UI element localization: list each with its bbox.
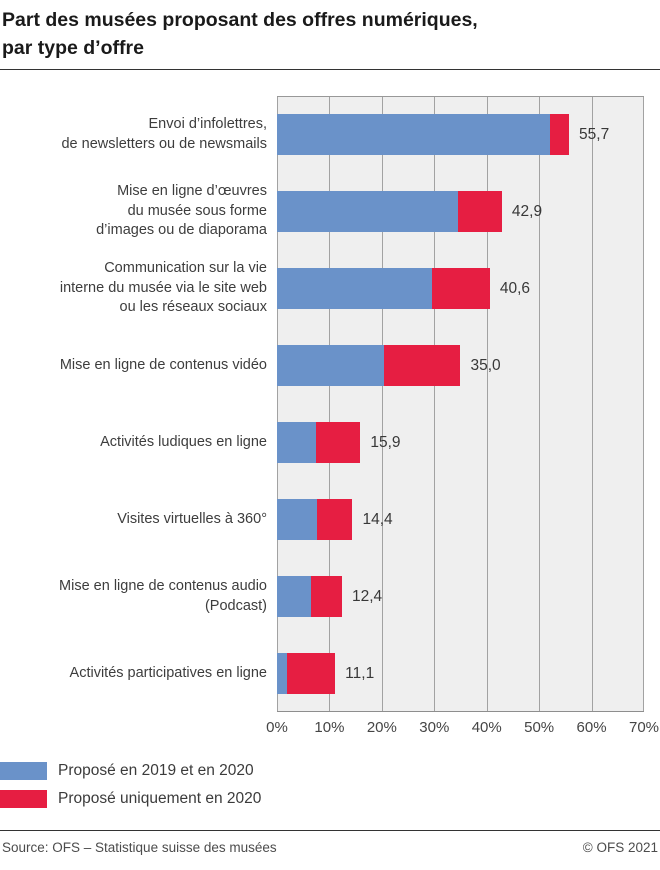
bar-segment-2020-only	[457, 191, 502, 232]
bar-total-label: 14,4	[362, 510, 393, 528]
bar-segment-2019-2020	[277, 422, 317, 463]
legend: Proposé en 2019 et en 2020 Proposé unique…	[0, 762, 660, 808]
bar-segment-2019-2020	[277, 576, 312, 617]
chart-row: Mise en ligne de contenus vidéo 35,0	[0, 327, 644, 404]
x-axis: 0% 10% 20% 30% 40% 50% 60% 70%	[0, 712, 659, 744]
legend-item: Proposé uniquement en 2020	[0, 790, 660, 808]
x-tick-label: 50%	[524, 719, 555, 736]
bar-total-label: 12,4	[352, 587, 383, 605]
category-label: Visites virtuelles à 360°	[0, 481, 277, 558]
category-label: Activités participatives en ligne	[0, 635, 277, 712]
plot-area: Envoi d’infolettres, de newsletters ou de…	[0, 96, 644, 712]
bar-segment-2019-2020	[277, 345, 384, 386]
category-label-text: Activités participatives en ligne	[69, 664, 267, 681]
x-tick-label: 10%	[314, 719, 345, 736]
legend-swatch	[0, 790, 47, 808]
gridline	[277, 97, 278, 711]
bar-track: 12,4	[277, 558, 644, 635]
page-title-line2: par type d’offre	[2, 37, 144, 59]
source-text: Source: OFS – Statistique suisse des mus…	[2, 840, 277, 855]
bar-total-label: 35,0	[470, 356, 501, 374]
legend-swatch	[0, 762, 47, 780]
gridline	[329, 97, 331, 711]
chart-row: Communication sur la vie interne du musée…	[0, 250, 644, 327]
bar-segment-2020-only	[316, 499, 353, 540]
category-label-text: Communication sur la vie interne du musée…	[59, 260, 267, 316]
x-axis-ticks: 0% 10% 20% 30% 40% 50% 60% 70%	[266, 712, 659, 744]
category-label-text: Mise en ligne d’œuvres du musée sous form…	[96, 183, 267, 239]
category-label: Envoi d’infolettres, de newsletters ou de…	[0, 96, 277, 173]
chart-row: Mise en ligne d’œuvres du musée sous form…	[0, 173, 644, 250]
chart-row: Visites virtuelles à 360° 14,4	[0, 481, 644, 558]
category-label: Activités ludiques en ligne	[0, 404, 277, 481]
copyright-text: © OFS 2021	[582, 840, 658, 855]
bar-segment-2019-2020	[277, 268, 433, 309]
bar-segment-2020-only	[286, 653, 336, 694]
category-label-text: Mise en ligne de contenus audio (Podcast)	[59, 578, 267, 614]
bar-track: 42,9	[277, 173, 644, 250]
x-tick-label: 60%	[576, 719, 607, 736]
bar-segment-2020-only	[316, 422, 361, 463]
bar-segment-2019-2020	[277, 499, 317, 540]
bar-track: 15,9	[277, 404, 644, 481]
bar-segment-2020-only	[549, 114, 570, 155]
x-tick-label: 70%	[628, 719, 660, 736]
category-label: Communication sur la vie interne du musée…	[0, 250, 277, 327]
gridline	[591, 97, 593, 711]
gridline	[434, 97, 436, 711]
bar-track: 55,7	[277, 96, 644, 173]
gridline	[381, 97, 383, 711]
legend-label: Proposé uniquement en 2020	[58, 790, 262, 807]
bar-total-label: 11,1	[345, 664, 375, 682]
category-label: Mise en ligne de contenus audio (Podcast)	[0, 558, 277, 635]
page-title: Part des musées proposant des offres num…	[0, 0, 660, 62]
legend-label: Proposé en 2019 et en 2020	[58, 762, 254, 779]
bar-total-label: 40,6	[499, 279, 531, 297]
bar-total-label: 55,7	[579, 125, 610, 143]
category-label-text: Envoi d’infolettres, de newsletters ou de…	[61, 116, 267, 152]
axis-spacer	[0, 712, 277, 744]
x-tick-label: 40%	[471, 719, 502, 736]
legend-item: Proposé en 2019 et en 2020	[0, 762, 660, 780]
bar-segment-2019-2020	[277, 191, 458, 232]
bar-total-label: 42,9	[511, 202, 543, 220]
bar-track: 35,0	[277, 327, 644, 404]
bar-segment-2020-only	[432, 268, 490, 309]
category-label-text: Visites virtuelles à 360°	[117, 510, 267, 527]
category-label: Mise en ligne de contenus vidéo	[0, 327, 277, 404]
category-label-text: Activités ludiques en ligne	[100, 433, 267, 450]
x-tick-label: 0%	[266, 719, 288, 736]
bar-segment-2020-only	[383, 345, 461, 386]
x-tick-label: 20%	[366, 719, 397, 736]
bar-total-label: 15,9	[370, 433, 401, 451]
chart-row: Activités participatives en ligne 11,1	[0, 635, 644, 712]
bar-chart: Envoi d’infolettres, de newsletters ou de…	[0, 96, 659, 744]
chart-row: Envoi d’infolettres, de newsletters ou de…	[0, 96, 644, 173]
x-tick-label: 30%	[419, 719, 450, 736]
gridline	[486, 97, 488, 711]
category-label-text: Mise en ligne de contenus vidéo	[59, 356, 267, 373]
bar-segment-2019-2020	[277, 114, 550, 155]
bar-track: 40,6	[277, 250, 644, 327]
chart-row: Mise en ligne de contenus audio (Podcast)…	[0, 558, 644, 635]
footer: Source: OFS – Statistique suisse des mus…	[0, 831, 660, 855]
bar-segment-2019-2020	[277, 653, 287, 694]
category-label: Mise en ligne d’œuvres du musée sous form…	[0, 173, 277, 250]
chart-row: Activités ludiques en ligne 15,9	[0, 404, 644, 481]
bar-track: 14,4	[277, 481, 644, 558]
footer-divider	[0, 830, 660, 831]
bar-track: 11,1	[277, 635, 644, 712]
gridline	[539, 97, 541, 711]
page-title-line1: Part des musées proposant des offres num…	[2, 9, 478, 31]
bar-segment-2020-only	[311, 576, 342, 617]
gridline	[643, 97, 644, 711]
title-divider	[0, 69, 660, 70]
